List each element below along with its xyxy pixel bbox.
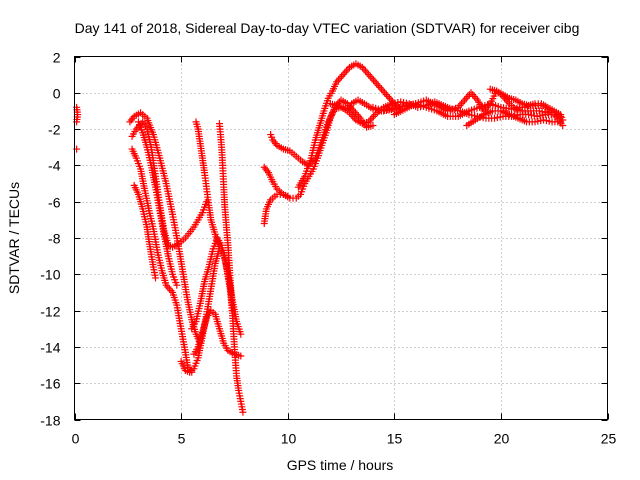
- data-point: [339, 71, 347, 79]
- y-tick-label: -18: [40, 413, 60, 429]
- data-point: [382, 91, 390, 99]
- series-arc-e: [134, 118, 181, 289]
- series-arc-d: [130, 181, 160, 282]
- series-arc-j: [215, 120, 247, 416]
- data-point: [457, 100, 465, 108]
- data-point: [370, 76, 378, 84]
- y-tick-label: -16: [40, 376, 60, 392]
- y-axis: 2 0 -2 -4 -6 -8 -10 -12 -14 -16 -18: [40, 50, 608, 429]
- y-tick-label: 2: [53, 50, 61, 66]
- y-tick-label: -8: [48, 231, 61, 247]
- chart-title: Day 141 of 2018, Sidereal Day-to-day VTE…: [75, 20, 580, 36]
- data-point: [376, 83, 384, 91]
- data-point: [464, 92, 472, 100]
- series-arc-l: [260, 163, 292, 200]
- data-point: [374, 82, 382, 90]
- y-tick-label: -10: [40, 267, 60, 283]
- x-axis: 0 5 10 15 20 25: [72, 56, 617, 447]
- series-arc-r: [463, 107, 565, 129]
- data-point: [384, 92, 392, 100]
- series-arc-k: [260, 96, 377, 227]
- data-point: [469, 91, 477, 99]
- series-arc-s: [486, 85, 567, 124]
- data-point: [368, 74, 376, 82]
- data-point: [381, 89, 389, 97]
- series-arc-c: [128, 145, 196, 376]
- data-point: [371, 78, 379, 86]
- y-tick-label: -6: [48, 195, 61, 211]
- y-tick-label: -12: [40, 304, 60, 320]
- x-tick-label: 15: [387, 431, 403, 447]
- data-point: [365, 71, 373, 79]
- data-point: [459, 98, 467, 106]
- data-point: [470, 92, 478, 100]
- y-tick-label: -2: [48, 122, 61, 138]
- data-point: [284, 192, 292, 200]
- data-point: [467, 89, 475, 97]
- data-point: [338, 72, 346, 80]
- data-point: [173, 281, 181, 289]
- data-point: [239, 408, 247, 416]
- data-point: [237, 352, 245, 360]
- data-point: [366, 72, 374, 80]
- data-point: [559, 116, 567, 124]
- y-axis-label: SDTVAR / TECUs: [6, 182, 22, 294]
- data-point: [379, 87, 387, 95]
- series-arc-q: [390, 87, 552, 119]
- data-point: [336, 74, 344, 82]
- data-point: [369, 121, 377, 129]
- x-tick-label: 5: [178, 431, 186, 447]
- x-tick-label: 25: [601, 431, 617, 447]
- series-arc-n: [294, 60, 405, 191]
- series-arc-b: [128, 118, 211, 251]
- data-point: [373, 80, 381, 88]
- x-axis-label: GPS time / hours: [287, 457, 394, 473]
- data-point: [342, 67, 350, 75]
- data-point: [215, 245, 223, 253]
- data-point: [363, 69, 371, 77]
- data-point: [341, 69, 349, 77]
- data-markers: [73, 60, 567, 416]
- x-tick-label: 10: [281, 431, 297, 447]
- series-arc-g: [190, 307, 245, 360]
- data-point: [165, 285, 173, 293]
- data-point: [362, 67, 370, 75]
- y-tick-label: -14: [40, 340, 60, 356]
- data-point: [237, 330, 245, 338]
- series-arc-i: [192, 118, 223, 253]
- data-point: [368, 114, 376, 122]
- x-tick-label: 0: [72, 431, 80, 447]
- data-point: [462, 94, 470, 102]
- data-point: [370, 112, 378, 120]
- x-tick-label: 20: [494, 431, 510, 447]
- data-point: [461, 96, 469, 104]
- data-point: [378, 85, 386, 93]
- y-tick-label: 0: [53, 86, 61, 102]
- data-point: [152, 274, 160, 282]
- y-tick-label: -4: [48, 158, 61, 174]
